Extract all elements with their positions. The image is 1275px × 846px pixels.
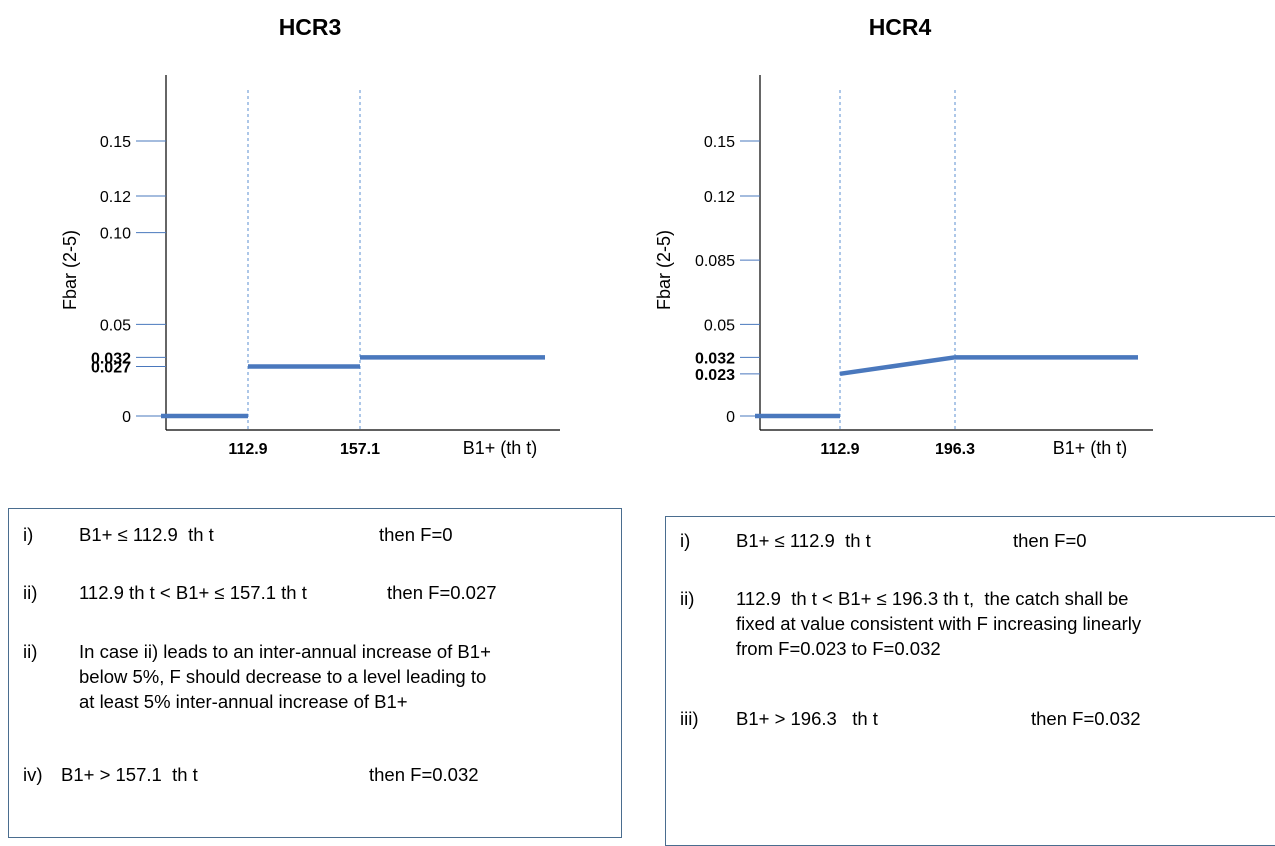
y-tick-label: 0.032 xyxy=(91,350,131,367)
y-tick-label: 0.027 xyxy=(91,360,131,377)
rule-number: i) xyxy=(23,524,34,545)
x-tick-label: 157.1 xyxy=(340,441,380,458)
y-tick-label: 0.15 xyxy=(704,134,735,151)
rule-number: ii) xyxy=(23,641,38,662)
rule-text: 112.9 th t < B1+ ≤ 157.1 th t xyxy=(79,582,307,603)
y-tick-label: 0.12 xyxy=(704,189,735,206)
rule-text: 112.9 th t < B1+ ≤ 196.3 th t, the catch… xyxy=(736,588,1142,659)
rule-text: B1+ ≤ 112.9 th t xyxy=(79,524,214,545)
rule-text: B1+ > 196.3 th t xyxy=(736,708,878,729)
x-tick-label: 112.9 xyxy=(820,441,859,458)
rule-number: i) xyxy=(680,530,691,551)
rule-then: then F=0.032 xyxy=(369,764,479,785)
rule-text: B1+ ≤ 112.9 th t xyxy=(736,530,871,551)
y-tick-label: 0.05 xyxy=(704,317,735,334)
rule-item: iv) B1+ > 157.1 th t then F=0.032 xyxy=(23,763,479,788)
y-tick-label: 0.15 xyxy=(100,134,131,151)
x-axis-label: B1+ (th t) xyxy=(1053,438,1128,458)
hcr4-chart: HCR4 0.15 0.12 0.085 0.05 0.032 0.023 0 Fbar (2… xyxy=(590,0,1210,470)
chart-title: HCR4 xyxy=(868,14,932,40)
rule-then: then F=0.032 xyxy=(1031,708,1141,729)
rule-number: ii) xyxy=(680,588,695,609)
y-tick-label: 0.023 xyxy=(695,367,735,384)
chart-title: HCR3 xyxy=(278,14,342,40)
rule-item: ii) 112.9 th t < B1+ ≤ 196.3 th t, the c… xyxy=(680,587,1275,662)
rule-item: ii) In case ii) leads to an inter-annual… xyxy=(23,640,599,715)
y-tick-label: 0.05 xyxy=(100,317,131,334)
hcr4-rules-box: i) B1+ ≤ 112.9 th t then F=0 ii) 112.9 t… xyxy=(665,516,1275,846)
y-tick-label: 0.10 xyxy=(100,226,131,243)
rule-item: i) B1+ ≤ 112.9 th t then F=0 xyxy=(23,523,453,548)
rule-then: then F=0 xyxy=(1013,530,1087,551)
rule-number: iv) xyxy=(23,764,43,785)
rule-then: then F=0.027 xyxy=(387,582,497,603)
y-axis-label: Fbar (2-5) xyxy=(654,230,674,310)
hcr3-rules-box: i) B1+ ≤ 112.9 th t then F=0 ii) 112.9 t… xyxy=(8,508,622,838)
y-tick-label: 0.032 xyxy=(695,350,735,367)
x-axis-label: B1+ (th t) xyxy=(463,438,538,458)
x-tick-label: 112.9 xyxy=(228,441,267,458)
x-tick-label: 196.3 xyxy=(935,441,975,458)
rule-text: In case ii) leads to an inter-annual inc… xyxy=(79,641,491,712)
rule-number: iii) xyxy=(680,708,699,729)
hcr-segment xyxy=(839,355,956,377)
rule-number: ii) xyxy=(23,582,38,603)
rule-text: B1+ > 157.1 th t xyxy=(61,764,198,785)
rule-item: ii) 112.9 th t < B1+ ≤ 157.1 th t then F… xyxy=(23,581,497,606)
y-tick-label: 0.085 xyxy=(695,253,735,270)
rule-then: then F=0 xyxy=(379,524,453,545)
rule-item: iii) B1+ > 196.3 th t then F=0.032 xyxy=(680,707,1141,732)
y-tick-label: 0.12 xyxy=(100,189,131,206)
y-tick-label: 0 xyxy=(726,409,735,426)
y-axis-label: Fbar (2-5) xyxy=(60,230,80,310)
y-tick-label: 0 xyxy=(122,409,131,426)
rule-item: i) B1+ ≤ 112.9 th t then F=0 xyxy=(680,529,1087,554)
hcr3-chart: HCR3 0.15 0.12 0.10 0.05 0.032 0.027 0 Fbar (2-… xyxy=(0,0,620,470)
